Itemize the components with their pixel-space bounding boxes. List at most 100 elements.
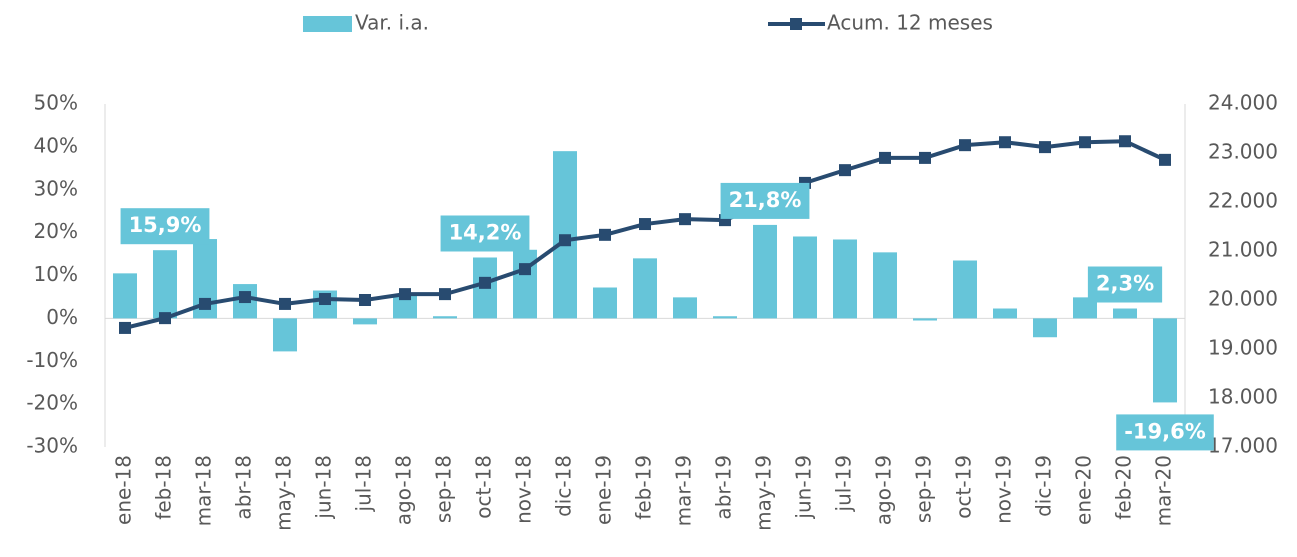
- bar: [993, 308, 1017, 319]
- data-label-box: [1116, 414, 1214, 451]
- y-tick-label: 40%: [34, 133, 78, 157]
- y2-tick-label: 17.000: [1208, 434, 1278, 458]
- bar: [513, 249, 537, 319]
- x-tick-label: ago-18: [392, 455, 416, 525]
- x-tick-label: feb-19: [632, 455, 656, 520]
- x-tick-label: dic-19: [1032, 455, 1056, 517]
- y2-tick-label: 21.000: [1208, 238, 1278, 262]
- x-tick-label: sep-18: [432, 455, 456, 523]
- bar: [393, 294, 417, 319]
- line-marker: [359, 294, 371, 306]
- data-label-box: [440, 215, 530, 252]
- bar: [673, 297, 697, 319]
- line-marker: [999, 136, 1011, 149]
- bar: [153, 250, 177, 319]
- line-marker: [639, 218, 651, 231]
- line-marker: [559, 234, 571, 247]
- x-tick-label: ene-19: [592, 455, 616, 525]
- y-tick-label: 20%: [34, 219, 78, 243]
- data-label-text: -19,6%: [1124, 419, 1206, 443]
- x-tick-label: may-19: [752, 455, 776, 531]
- data-label-text: 15,9%: [129, 213, 202, 237]
- x-tick-label: oct-19: [952, 455, 976, 519]
- legend-marker: [790, 18, 802, 30]
- x-tick-label: ene-18: [112, 455, 136, 525]
- x-tick-label: jul-19: [832, 455, 856, 512]
- bar: [713, 316, 737, 319]
- bar: [353, 318, 377, 325]
- x-tick-label: jul-18: [352, 455, 376, 512]
- line-marker: [119, 321, 131, 334]
- data-label-text: 2,3%: [1096, 272, 1154, 296]
- bar: [273, 318, 297, 352]
- y2-tick-label: 20.000: [1208, 287, 1278, 311]
- data-label-text: 21,8%: [729, 188, 802, 212]
- y2-tick-label: 18.000: [1208, 385, 1278, 409]
- y-tick-label: 50%: [34, 91, 78, 115]
- legend-label: Acum. 12 meses: [827, 11, 993, 35]
- line-marker: [479, 276, 491, 289]
- bar: [1073, 297, 1097, 319]
- line-marker: [1079, 136, 1091, 149]
- bar: [433, 316, 457, 319]
- data-label-box: [120, 208, 210, 245]
- x-tick-label: sep-19: [912, 455, 936, 523]
- x-tick-label: may-18: [272, 455, 296, 531]
- legend-label: Var. i.a.: [355, 11, 429, 35]
- data-label: 15,9%: [120, 208, 210, 245]
- y2-tick-label: 24.000: [1208, 91, 1278, 115]
- y-tick-label: 0%: [46, 305, 78, 329]
- legend-swatch: [303, 16, 352, 32]
- y2-tick-label: 23.000: [1208, 140, 1278, 164]
- data-label-box: [720, 182, 810, 219]
- y-tick-label: 30%: [34, 176, 78, 200]
- y-tick-label: -30%: [26, 434, 78, 458]
- x-tick-label: oct-18: [472, 455, 496, 519]
- line-marker: [959, 139, 971, 152]
- bar: [1033, 318, 1057, 338]
- bar: [113, 273, 137, 319]
- line-marker: [919, 151, 931, 164]
- bar: [913, 318, 937, 321]
- line-marker: [159, 312, 171, 325]
- data-label: 21,8%: [720, 182, 810, 219]
- data-label: -19,6%: [1116, 414, 1214, 451]
- bar: [1153, 318, 1177, 403]
- line-marker: [319, 293, 331, 306]
- line-marker: [399, 288, 411, 301]
- line-marker: [199, 297, 211, 310]
- x-tick-label: mar-19: [672, 455, 696, 526]
- bar: [753, 224, 777, 319]
- x-tick-label: abr-18: [232, 455, 256, 520]
- line-marker: [519, 263, 531, 276]
- y2-tick-label: 22.000: [1208, 189, 1278, 213]
- x-tick-label: mar-18: [192, 455, 216, 526]
- data-label-box: [1087, 266, 1163, 303]
- line-marker: [599, 228, 611, 241]
- line-marker: [439, 288, 451, 301]
- bar: [953, 260, 977, 319]
- bar: [873, 252, 897, 319]
- line-marker: [839, 164, 851, 177]
- x-tick-label: jun-19: [792, 455, 816, 520]
- x-tick-label: nov-18: [512, 455, 536, 524]
- data-label-text: 14,2%: [449, 220, 522, 244]
- line-marker: [1119, 135, 1131, 148]
- line-marker: [879, 151, 891, 164]
- bar: [633, 258, 657, 319]
- x-tick-label: mar-20: [1152, 455, 1176, 526]
- line-marker: [679, 213, 691, 226]
- x-tick-label: abr-19: [712, 455, 736, 520]
- x-tick-label: dic-18: [552, 455, 576, 517]
- bar: [833, 239, 857, 319]
- bar: [793, 236, 817, 319]
- line-marker: [279, 297, 291, 310]
- x-tick-label: jun-18: [312, 455, 336, 520]
- x-tick-label: feb-18: [152, 455, 176, 520]
- bar: [593, 287, 617, 319]
- y-tick-label: -20%: [26, 391, 78, 415]
- bar: [1113, 308, 1137, 319]
- y-tick-label: -10%: [26, 348, 78, 372]
- x-tick-label: ene-20: [1072, 455, 1096, 525]
